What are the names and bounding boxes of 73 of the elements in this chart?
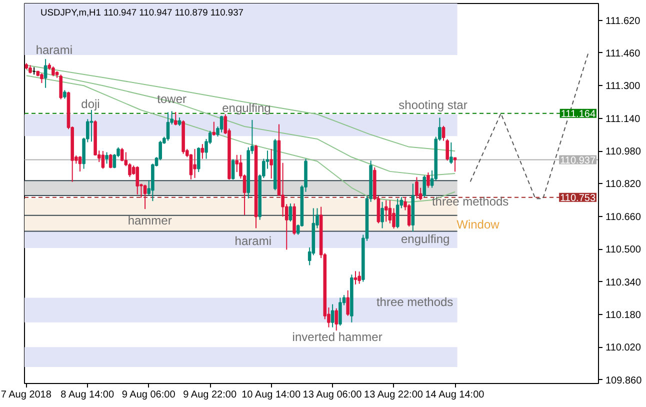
candlestick (108, 154, 112, 169)
candlestick (380, 201, 384, 229)
candlestick (52, 66, 55, 77)
ref-line-label: 110.937 (560, 155, 596, 166)
candlestick (212, 121, 216, 136)
x-tick-label: 10 Aug 14:00 (242, 390, 301, 400)
candlestick (330, 304, 334, 328)
candlestick (396, 198, 400, 229)
candlestick (136, 166, 140, 196)
candlestick (105, 152, 108, 164)
ref-line-label: 110.753 (560, 192, 596, 204)
candlestick (174, 111, 178, 126)
candlestick (200, 144, 204, 160)
y-tick-label: 110.660 (606, 212, 642, 223)
y-tick-label: 110.980 (606, 146, 642, 158)
y-tick-label: 111.620 (606, 16, 641, 27)
candlestick (101, 150, 105, 170)
candlestick (59, 74, 62, 100)
x-tick-label: 9 Aug 22:00 (183, 390, 237, 400)
x-tick-label: 13 Aug 06:00 (302, 390, 362, 400)
candlestick (166, 112, 170, 142)
candlestick (346, 290, 350, 316)
y-tick-label: 110.340 (606, 277, 642, 288)
candlestick (288, 203, 292, 222)
y-tick-label: 109.860 (606, 375, 642, 386)
annotation: shooting star (398, 98, 468, 112)
annotation: doji (81, 97, 100, 112)
y-tick-label: 111.140 (606, 114, 641, 125)
candlestick (388, 200, 392, 224)
candlestick (40, 72, 44, 84)
candlestick (78, 156, 82, 172)
annotation: hammer (128, 213, 172, 228)
y-tick-label: 111.460 (606, 48, 641, 60)
x-tick-label: 8 Aug 14:00 (60, 390, 114, 400)
annotation: three methods (432, 194, 509, 208)
candlestick (193, 148, 196, 178)
candlestick (220, 115, 224, 133)
annotation: engulfing (400, 232, 450, 246)
annotation: inverted hammer (292, 330, 382, 344)
candlestick (426, 172, 430, 188)
y-tick-label: 110.500 (606, 244, 642, 256)
candlestick (334, 308, 338, 332)
candlestick (338, 297, 342, 326)
candlestick (90, 109, 94, 142)
candlestick (270, 148, 273, 180)
candlestick (384, 200, 388, 222)
candlestick (189, 154, 193, 180)
y-tick-label: 110.020 (606, 342, 642, 354)
y-tick-label: 110.180 (606, 310, 642, 321)
candlestick (453, 157, 457, 172)
x-tick-label: 7 Aug 2018 (0, 390, 52, 400)
candlestick (354, 270, 358, 285)
annotation: three methods (376, 295, 454, 310)
candlestick (143, 184, 147, 210)
chart-title: USDJPY,m,H1 110.947 110.947 110.879 110.937 (40, 8, 244, 18)
ref-line-label: 111.164 (560, 108, 596, 120)
candlestick (415, 176, 418, 200)
annotation: harami (36, 42, 73, 57)
y-tick-label: 110.820 (606, 179, 642, 190)
candlestick (120, 147, 124, 162)
candlestick (196, 146, 200, 173)
candlestick (450, 142, 453, 164)
annotation: Window (456, 218, 500, 232)
y-tick-label: 111.300 (606, 81, 641, 92)
candlestick (231, 158, 235, 180)
x-tick-label: 13 Aug 22:00 (364, 390, 424, 400)
annotation: engulfing (222, 101, 271, 116)
x-tick-label: 14 Aug 14:00 (425, 390, 485, 400)
candlestick (422, 175, 426, 198)
candlestick (358, 271, 361, 284)
x-tick-label: 9 Aug 06:00 (122, 390, 176, 400)
annotation: harami (234, 234, 272, 248)
candlestick (44, 58, 48, 88)
